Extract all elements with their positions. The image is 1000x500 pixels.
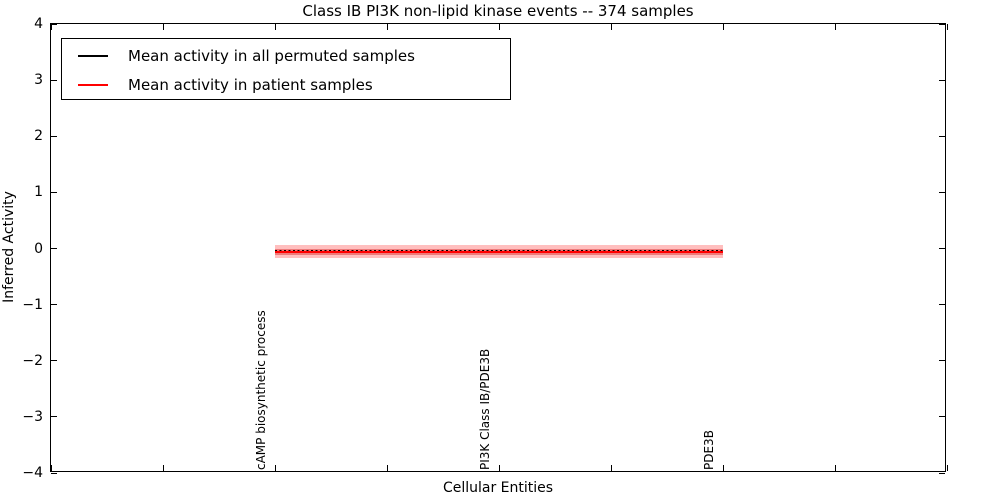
- legend-item-permuted: Mean activity in all permuted samples: [62, 41, 510, 70]
- x-tick: [50, 465, 52, 471]
- chart-title: Class IB PI3K non-lipid kinase events --…: [302, 2, 694, 20]
- x-tick: [834, 465, 836, 471]
- entity-label: PDE3B: [702, 430, 716, 470]
- y-tick-label: −1: [22, 296, 43, 313]
- y-tick: [939, 248, 945, 249]
- x-axis-label: Cellular Entities: [442, 480, 554, 496]
- x-tick: [162, 24, 164, 30]
- y-tick-label: 4: [34, 16, 43, 32]
- x-tick: [386, 24, 388, 30]
- x-tick: [274, 24, 276, 30]
- y-tick-label: 2: [34, 128, 43, 145]
- x-tick: [722, 465, 724, 471]
- y-tick: [51, 191, 57, 193]
- y-tick: [939, 416, 945, 418]
- y-tick: [939, 191, 945, 193]
- y-tick: [51, 472, 57, 474]
- x-tick: [834, 24, 836, 30]
- x-tick: [386, 465, 388, 471]
- y-tick-label: −3: [22, 408, 43, 425]
- y-tick: [51, 135, 57, 137]
- x-tick: [274, 465, 276, 471]
- x-tick: [946, 24, 948, 30]
- entity-label: cAMP biosynthetic process: [254, 310, 268, 470]
- legend-label-patient: Mean activity in patient samples: [128, 75, 373, 94]
- y-tick: [51, 416, 57, 418]
- y-tick-label: −2: [22, 352, 43, 369]
- x-tick: [162, 465, 164, 471]
- x-tick: [946, 465, 948, 471]
- x-tick: [722, 24, 724, 30]
- y-tick: [51, 23, 57, 25]
- x-tick: [498, 465, 500, 471]
- y-tick: [939, 360, 945, 362]
- y-tick: [51, 79, 57, 81]
- y-tick: [939, 135, 945, 137]
- x-tick: [610, 465, 612, 471]
- y-tick-label: −4: [22, 465, 43, 481]
- permuted-mean-line: [275, 249, 723, 252]
- legend-line-patient-icon: [78, 83, 108, 86]
- y-tick: [51, 360, 57, 362]
- legend-item-patient: Mean activity in patient samples: [62, 70, 510, 99]
- x-tick: [50, 24, 52, 30]
- plot-area: Mean activity in all permuted samples Me…: [22, 16, 948, 481]
- y-tick: [51, 304, 57, 306]
- legend: Mean activity in all permuted samples Me…: [61, 38, 511, 100]
- legend-label-permuted: Mean activity in all permuted samples: [128, 46, 415, 65]
- y-tick-label: 0: [34, 240, 43, 257]
- y-tick: [939, 304, 945, 306]
- y-tick-label: 1: [34, 184, 43, 201]
- y-tick-label: 3: [34, 72, 43, 89]
- x-tick: [498, 24, 500, 30]
- x-tick: [610, 24, 612, 30]
- y-tick: [939, 23, 945, 25]
- y-tick: [51, 248, 57, 249]
- y-tick: [939, 79, 945, 81]
- entity-label: PI3K Class IB/PDE3B: [478, 348, 492, 470]
- legend-line-permuted-icon: [78, 54, 108, 57]
- y-tick: [939, 472, 945, 474]
- patient-mean-line: [275, 250, 723, 253]
